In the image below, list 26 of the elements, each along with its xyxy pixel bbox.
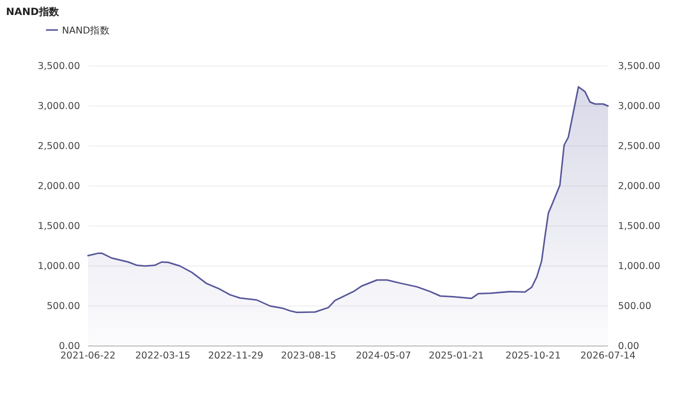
- x-tick-label: 2025-01-21: [428, 350, 484, 362]
- y2-tick-label: 500.00: [618, 301, 652, 312]
- x-tick-label: 2023-08-15: [280, 350, 336, 362]
- x-tick-label: 2021-06-22: [60, 350, 116, 362]
- y2-tick-label: 1,500.00: [618, 221, 660, 232]
- y-tick-label: 3,000.00: [38, 101, 80, 112]
- y-tick-label: 1,500.00: [38, 221, 80, 232]
- y2-tick-label: 2,000.00: [618, 181, 660, 192]
- x-tick-label: 2026-07-14: [580, 350, 636, 362]
- y-tick-label: 1,000.00: [38, 261, 80, 272]
- legend-label: NAND指数: [62, 24, 110, 36]
- y2-tick-label: 2,500.00: [618, 141, 660, 152]
- y-tick-label: 3,500.00: [38, 61, 80, 72]
- y2-tick-label: 3,500.00: [618, 61, 660, 72]
- y-tick-label: 500.00: [46, 301, 80, 312]
- y2-tick-label: 3,000.00: [618, 101, 660, 112]
- x-tick-label: 2022-11-29: [208, 350, 264, 362]
- y-tick-label: 2,000.00: [38, 181, 80, 192]
- y2-tick-label: 0.00: [618, 341, 640, 352]
- x-tick-label: 2022-03-15: [135, 350, 190, 362]
- x-tick-label: 2024-05-07: [356, 350, 412, 362]
- y-tick-label: 0.00: [58, 341, 80, 352]
- x-tick-label: 2025-10-21: [506, 350, 561, 362]
- chart-title: NAND指数: [6, 6, 60, 18]
- y-tick-label: 2,500.00: [38, 141, 80, 152]
- y2-tick-label: 1,000.00: [618, 261, 660, 272]
